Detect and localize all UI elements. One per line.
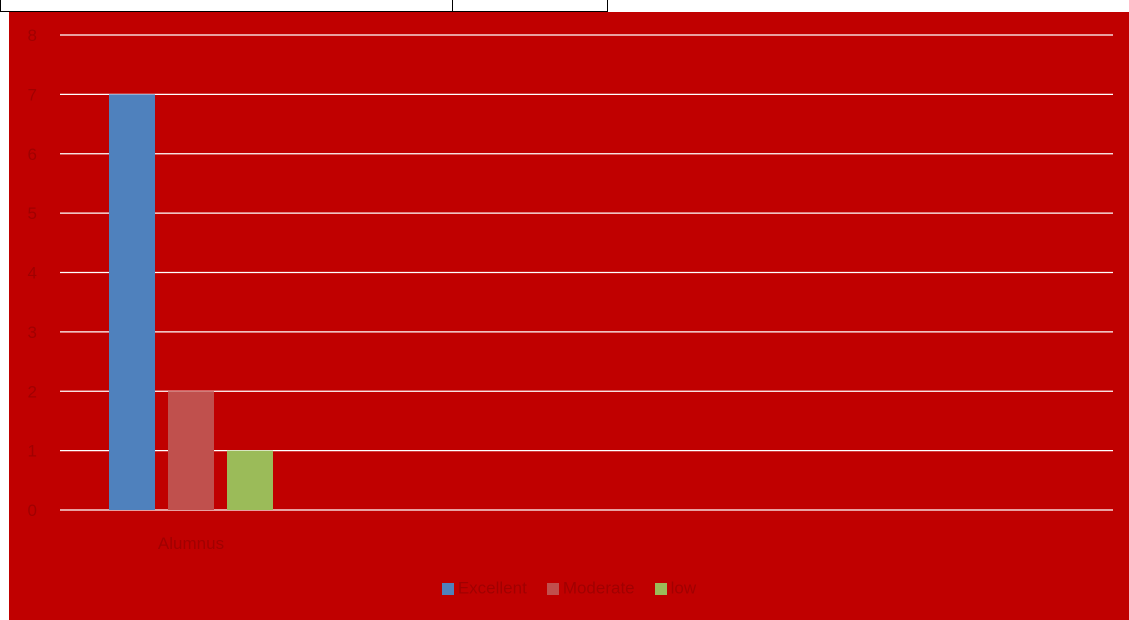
bar-moderate	[168, 391, 214, 510]
bar-chart: 0 1 2 3 4 5 6 7 8 Alumnus	[9, 12, 1129, 572]
legend-item-excellent: Excellent	[442, 578, 527, 599]
y-tick-label: 7	[28, 85, 37, 104]
y-tick-label: 0	[28, 501, 37, 520]
y-tick-label: 2	[28, 382, 37, 401]
y-tick-label: 4	[28, 264, 37, 283]
chart-legend: Excellent Moderate low	[9, 578, 1129, 599]
legend-label: low	[671, 579, 697, 598]
table-cell-divider	[452, 0, 453, 11]
y-tick-label: 6	[28, 145, 37, 164]
legend-label: Excellent	[458, 579, 527, 598]
legend-swatch	[547, 583, 559, 595]
y-tick-label: 8	[28, 26, 37, 45]
legend-item-moderate: Moderate	[547, 578, 635, 599]
legend-swatch	[442, 583, 454, 595]
x-category-label: Alumnus	[158, 534, 224, 553]
y-tick-label: 3	[28, 323, 37, 342]
y-tick-label: 1	[28, 442, 37, 461]
legend-swatch	[655, 583, 667, 595]
chart-area: 0 1 2 3 4 5 6 7 8 Alumnus Excellent Moderate low	[9, 12, 1129, 620]
bar-excellent	[109, 94, 155, 510]
bar-low	[227, 451, 273, 510]
legend-label: Moderate	[563, 579, 635, 598]
table-border-fragment	[0, 0, 608, 12]
y-tick-label: 5	[28, 204, 37, 223]
legend-item-low: low	[655, 578, 697, 599]
